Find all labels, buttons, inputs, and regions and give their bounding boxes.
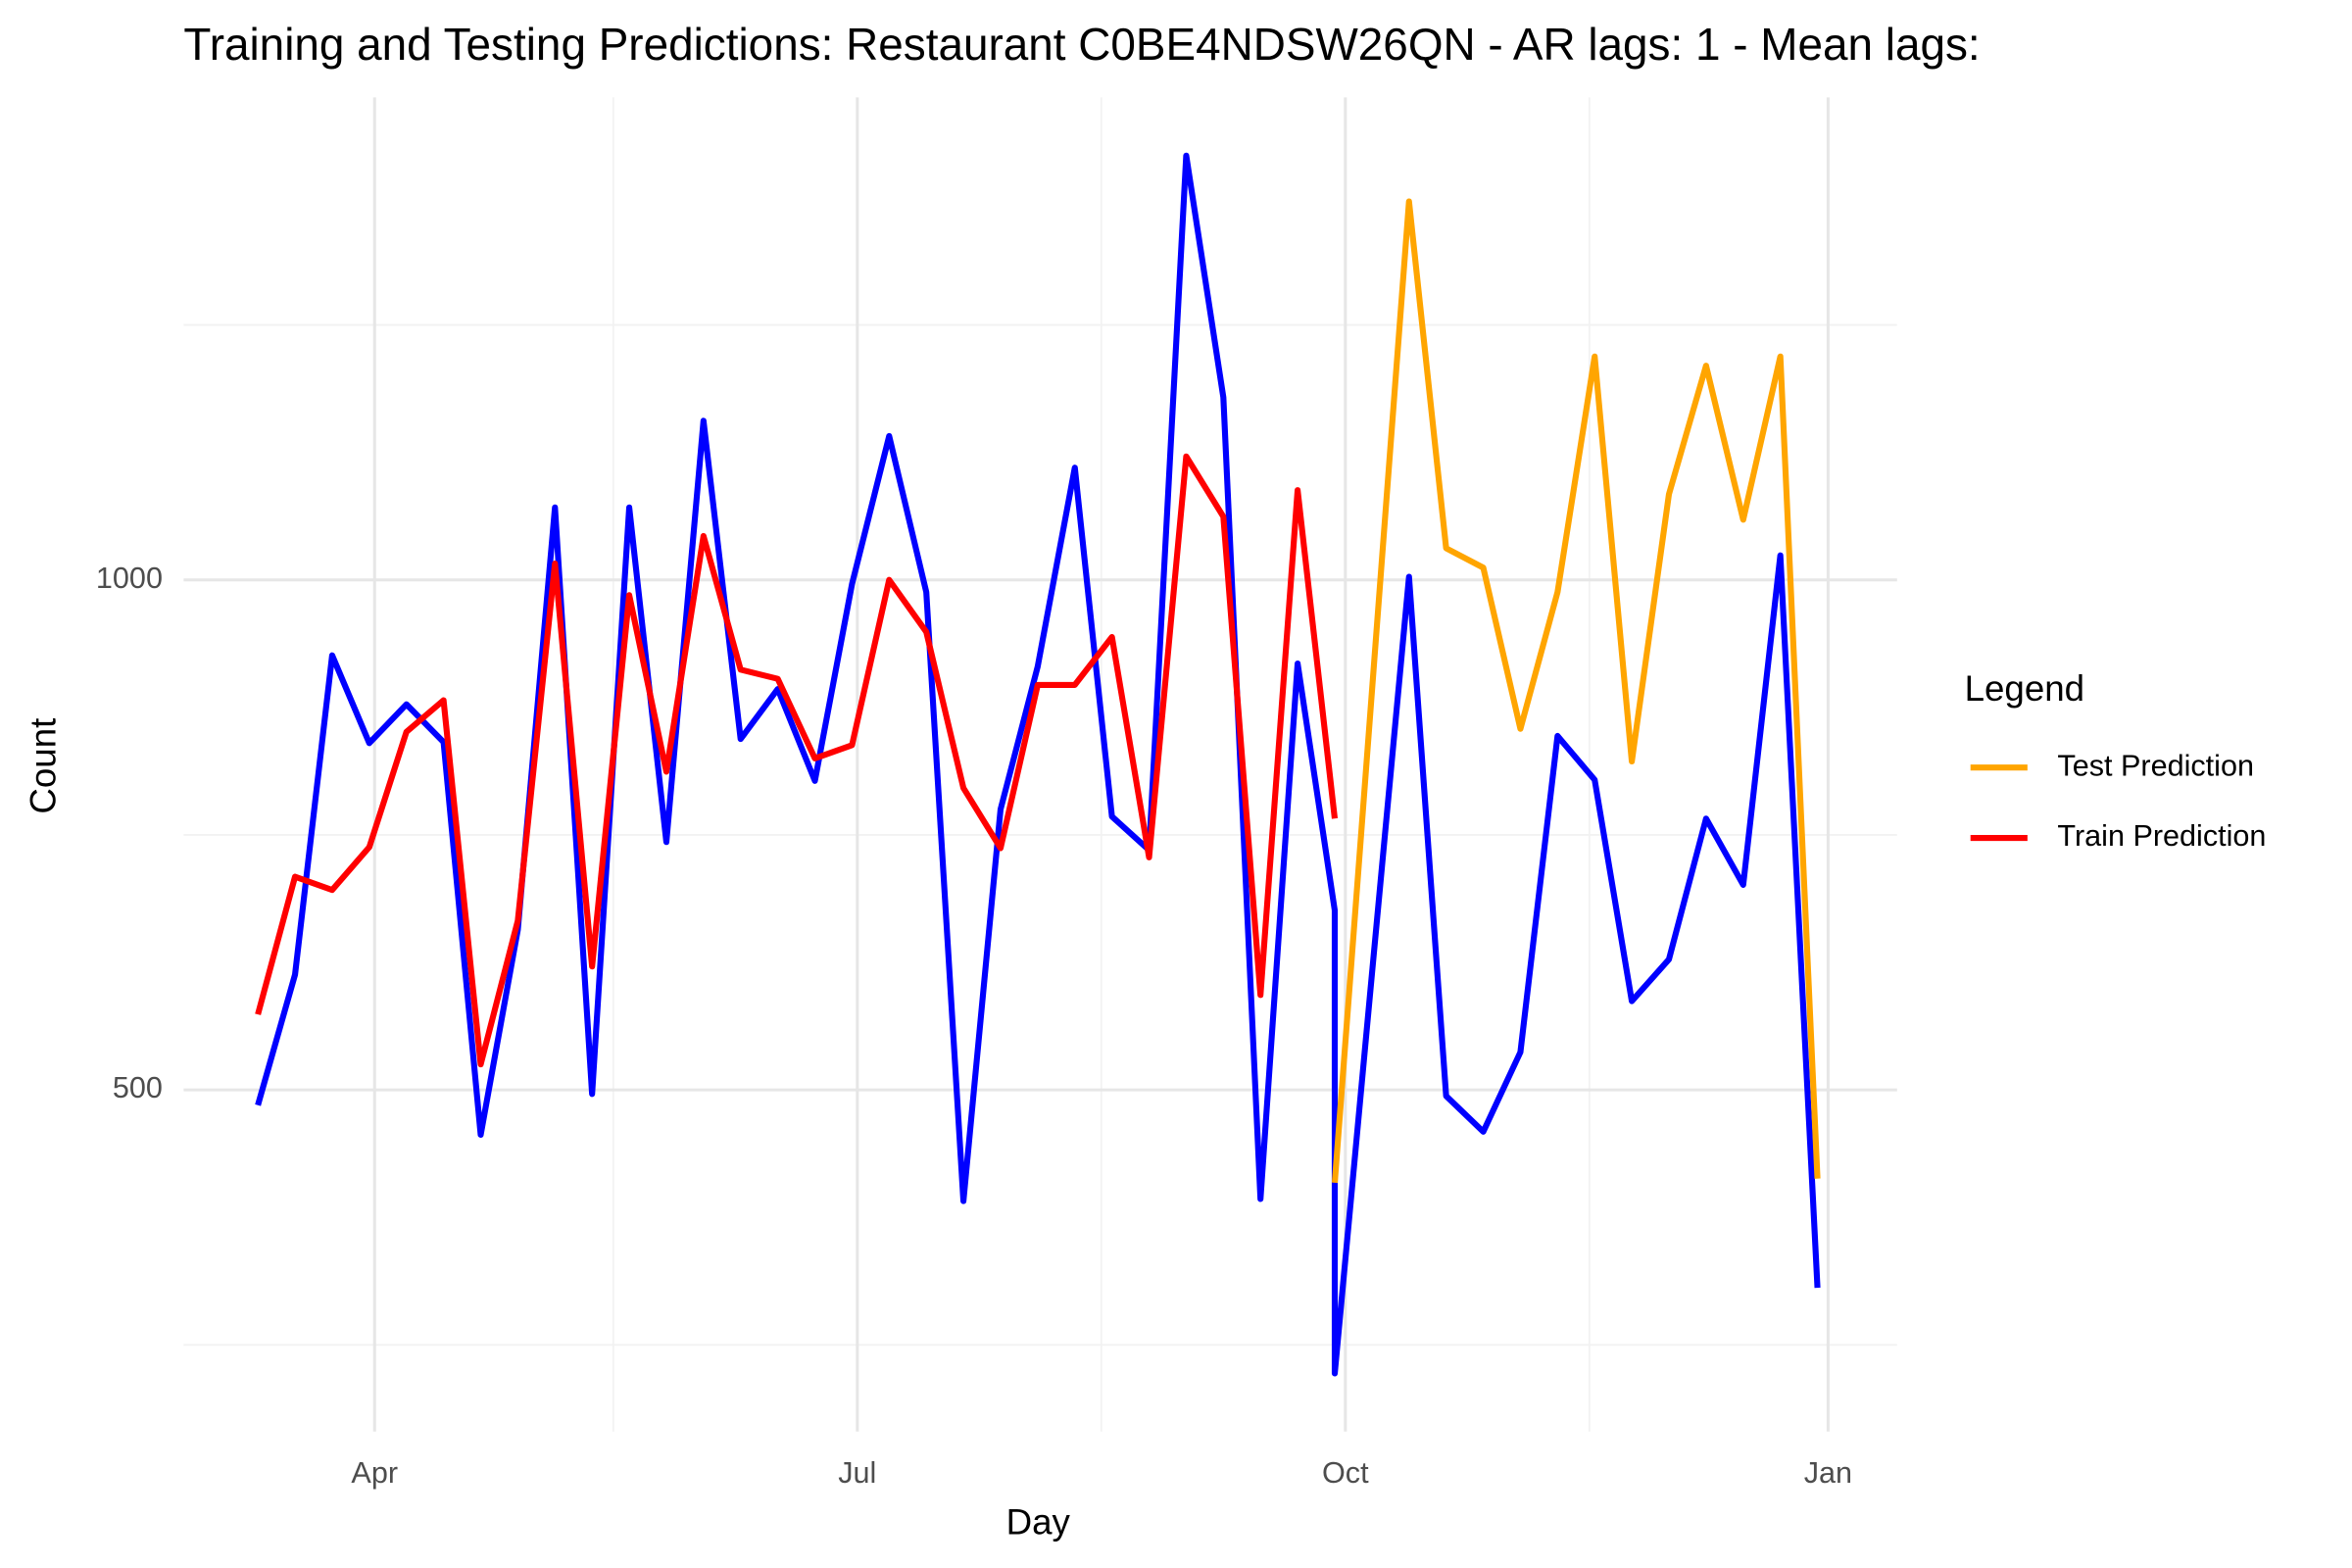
x-tick-label: Apr bbox=[351, 1456, 398, 1490]
x-tick-label: Oct bbox=[1322, 1456, 1369, 1490]
y-tick-label: 500 bbox=[113, 1071, 163, 1104]
y-tick-label: 1000 bbox=[96, 562, 163, 595]
chart-title: Training and Testing Predictions: Restau… bbox=[183, 19, 1980, 70]
legend-title: Legend bbox=[1965, 668, 2084, 709]
x-tick-label: Jul bbox=[838, 1456, 876, 1490]
series-line bbox=[1331, 198, 1821, 1184]
series-line bbox=[255, 453, 1339, 1068]
y-axis-title: Count bbox=[23, 718, 63, 814]
legend-label: Train Prediction bbox=[2057, 819, 2266, 853]
x-axis-title: Day bbox=[1006, 1501, 1071, 1542]
legend-label: Test Prediction bbox=[2057, 749, 2254, 782]
x-tick-label: Jan bbox=[1804, 1456, 1852, 1490]
